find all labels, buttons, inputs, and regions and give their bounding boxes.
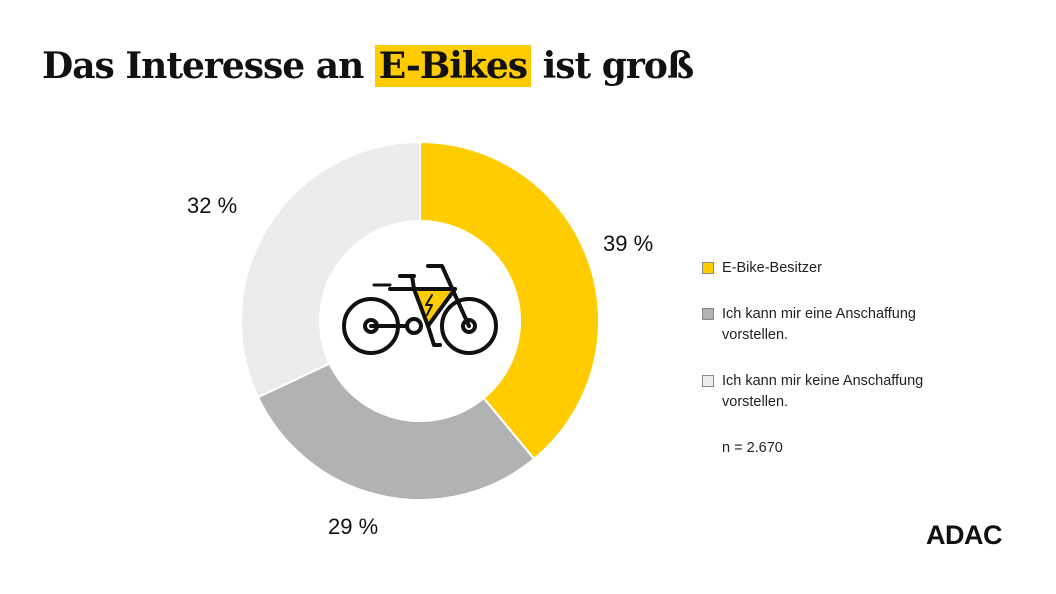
legend-swatch bbox=[702, 308, 714, 320]
donut-slice-0 bbox=[419, 140, 600, 461]
legend-item-cannot-imagine: Ich kann mir keine Anschaffung vorstelle… bbox=[702, 371, 942, 413]
legend-item-can-imagine: Ich kann mir eine Anschaffung vorstellen… bbox=[702, 304, 942, 346]
label-32: 32 % bbox=[187, 193, 238, 218]
chart-title: Das Interesse an E-Bikes ist groß bbox=[42, 42, 695, 90]
legend-label: Ich kann mir eine Anschaffung vorstellen… bbox=[722, 306, 916, 343]
title-suffix: ist groß bbox=[531, 45, 695, 87]
title-prefix: Das Interesse an bbox=[42, 45, 375, 87]
donut-slice-2 bbox=[240, 140, 421, 399]
legend-label: Ich kann mir keine Anschaffung vorstelle… bbox=[722, 373, 924, 410]
legend: E-Bike-Besitzer Ich kann mir eine Anscha… bbox=[702, 258, 942, 459]
donut-slice-1 bbox=[256, 362, 536, 501]
label-29: 29 % bbox=[328, 514, 379, 539]
legend-item-owners: E-Bike-Besitzer bbox=[702, 258, 942, 279]
legend-label: E-Bike-Besitzer bbox=[722, 260, 822, 276]
label-39: 39 % bbox=[603, 231, 654, 256]
legend-swatch bbox=[702, 262, 714, 274]
adac-logo: ADAC bbox=[926, 520, 1003, 550]
legend-swatch bbox=[702, 375, 714, 387]
e-bike-icon bbox=[342, 264, 498, 355]
title-highlight: E-Bikes bbox=[374, 45, 532, 87]
sample-size-note: n = 2.670 bbox=[722, 440, 783, 456]
